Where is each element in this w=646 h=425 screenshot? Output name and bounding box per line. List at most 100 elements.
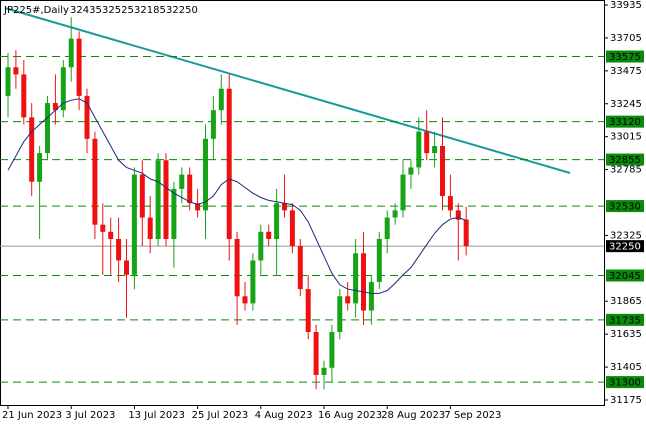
candle-body bbox=[392, 210, 398, 218]
candle-body bbox=[376, 238, 382, 282]
x-tick-label: 4 Aug 2023 bbox=[255, 410, 313, 421]
trend-line bbox=[4, 7, 571, 174]
candle-body bbox=[68, 38, 74, 68]
candle-body bbox=[440, 145, 445, 197]
ohlc-low: 32185 bbox=[134, 5, 166, 16]
candle-body bbox=[345, 296, 351, 304]
level-box bbox=[606, 153, 644, 166]
candle-body bbox=[416, 131, 422, 168]
candle-body bbox=[45, 103, 50, 154]
level-box bbox=[606, 313, 644, 326]
candle-body bbox=[21, 74, 27, 118]
x-tick-label: 16 Aug 2023 bbox=[318, 410, 382, 421]
candle-body bbox=[321, 367, 327, 375]
x-tick-label: 13 Jul 2023 bbox=[128, 410, 185, 421]
candle-body bbox=[305, 289, 311, 333]
candle-body bbox=[313, 332, 319, 375]
candle-body bbox=[131, 174, 137, 275]
y-tick-label: 32325 bbox=[610, 230, 642, 241]
candle-body bbox=[147, 217, 153, 239]
candle-body bbox=[384, 217, 390, 239]
y-tick-label: 33705 bbox=[610, 33, 642, 44]
candle-body bbox=[52, 103, 58, 111]
level-label: 31300 bbox=[609, 378, 641, 389]
ohlc-open: 32435 bbox=[70, 5, 102, 16]
candle-body bbox=[171, 188, 177, 239]
chart-title: JP225#,Daily bbox=[3, 5, 69, 16]
level-label: 32045 bbox=[609, 271, 641, 282]
candle-body bbox=[408, 167, 414, 175]
candle-body bbox=[163, 160, 169, 239]
candle-body bbox=[226, 88, 232, 239]
y-tick-label: 31635 bbox=[610, 329, 642, 340]
candle-body bbox=[29, 117, 35, 182]
x-tick-label: 7 Sep 2023 bbox=[444, 410, 501, 421]
candle-body bbox=[337, 296, 343, 333]
candle-body bbox=[250, 260, 256, 304]
candle-body bbox=[463, 219, 469, 247]
level-box bbox=[606, 200, 644, 213]
candle-body bbox=[424, 131, 430, 154]
y-tick-label: 32785 bbox=[610, 165, 642, 176]
candle-body bbox=[100, 224, 106, 232]
ohlc-close: 32250 bbox=[166, 5, 198, 16]
candle-body bbox=[432, 145, 438, 154]
candle-body bbox=[155, 160, 161, 239]
candle-body bbox=[195, 203, 201, 211]
candle-body bbox=[116, 238, 122, 261]
level-label: 31735 bbox=[609, 315, 641, 326]
last-price-box bbox=[606, 240, 644, 253]
level-label: 33575 bbox=[609, 52, 641, 63]
candle-body bbox=[258, 231, 264, 261]
y-tick-label: 33245 bbox=[610, 99, 642, 110]
candle-body bbox=[282, 203, 287, 211]
candle-body bbox=[297, 246, 303, 290]
level-label: 32855 bbox=[609, 155, 641, 166]
candle-body bbox=[108, 231, 114, 239]
candle-body bbox=[353, 253, 359, 304]
candle-body bbox=[455, 210, 461, 220]
moving-average bbox=[7, 98, 467, 294]
candle-body bbox=[5, 67, 11, 96]
level-box bbox=[606, 115, 644, 128]
candle-body bbox=[234, 238, 240, 297]
candle-body bbox=[187, 174, 193, 204]
candle-body bbox=[60, 67, 66, 111]
x-tick-label: 25 Jul 2023 bbox=[192, 410, 249, 421]
candle-body bbox=[179, 174, 185, 189]
last-price-label: 32250 bbox=[609, 242, 641, 253]
candle-body bbox=[242, 296, 248, 304]
level-box bbox=[606, 50, 644, 63]
candle-body bbox=[37, 153, 43, 182]
candle-body bbox=[368, 281, 374, 311]
candle-body bbox=[210, 110, 216, 139]
ohlc-high: 32525 bbox=[102, 5, 134, 16]
candle-body bbox=[329, 332, 335, 368]
y-tick-label: 31175 bbox=[610, 395, 642, 406]
y-tick-label: 31405 bbox=[610, 362, 642, 373]
x-tick-label: 3 Jul 2023 bbox=[65, 410, 115, 421]
candle-body bbox=[274, 203, 280, 239]
candle-body bbox=[13, 67, 19, 75]
x-tick-label: 28 Aug 2023 bbox=[381, 410, 445, 421]
y-tick-label: 33935 bbox=[610, 0, 642, 11]
candle-body bbox=[400, 174, 406, 211]
x-tick-label: 21 Jun 2023 bbox=[2, 410, 62, 421]
level-label: 33120 bbox=[609, 117, 641, 128]
candle-body bbox=[203, 138, 208, 211]
candle-body bbox=[361, 253, 366, 311]
level-box bbox=[606, 269, 644, 282]
plot-frame bbox=[0, 0, 605, 406]
level-label: 32530 bbox=[609, 202, 641, 213]
candle-body bbox=[92, 138, 98, 225]
candle-body bbox=[289, 210, 295, 247]
candle-body bbox=[266, 231, 272, 239]
candle-body bbox=[124, 260, 129, 275]
candle-body bbox=[447, 196, 453, 211]
candle-body bbox=[76, 38, 82, 96]
candle-body bbox=[218, 88, 224, 111]
level-box bbox=[606, 376, 644, 389]
y-tick-label: 33475 bbox=[610, 66, 642, 77]
y-tick-label: 33015 bbox=[610, 132, 642, 143]
